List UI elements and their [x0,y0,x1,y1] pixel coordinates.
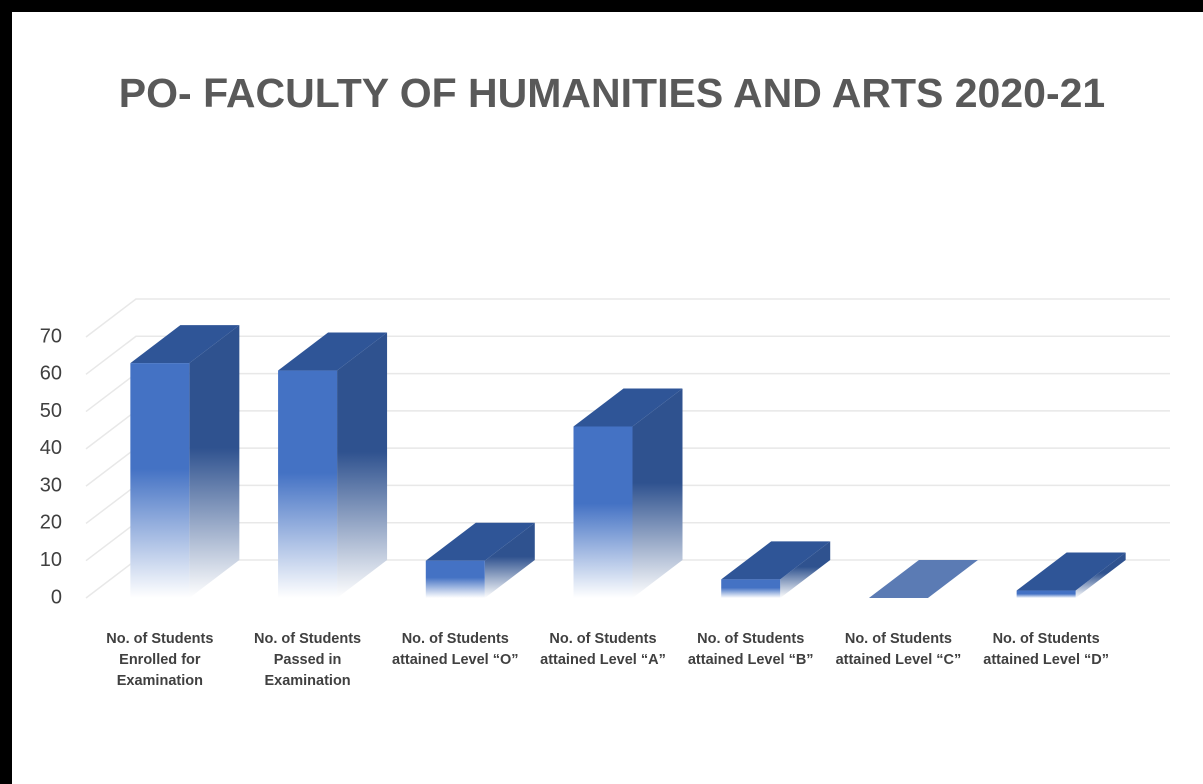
grid-line [85,298,1170,338]
bar-top [721,541,831,580]
y-tick-label: 50 [40,400,62,422]
x-tick-label: No. of Students Passed in Examination [253,631,362,689]
bar-top [573,388,683,427]
x-tick-label: No. of Students Enrolled for Examination [106,631,214,689]
x-tick-label: No. of Students attained Level “O” [392,631,519,668]
x-tick-label: No. of Students attained Level “A” [540,631,666,668]
plot: 0 10 20 30 40 50 60 70 [40,298,1170,608]
bar-top [868,560,978,598]
chart-title: PO- FACULTY OF HUMANITIES AND ARTS 2020-… [118,70,1106,116]
y-tick-label: 60 [40,363,62,385]
bar-side [189,325,240,598]
y-tick-label: 30 [40,474,62,496]
y-tick-label: 40 [40,437,62,459]
bar [278,370,338,598]
grid-line [85,335,1170,375]
bar-side [780,541,831,598]
bar [721,579,781,598]
x-tick-label: No. of Students attained Level “B” [687,631,814,668]
y-tick-label: 70 [40,325,62,347]
bar [1016,590,1076,598]
y-tick-label: 10 [40,549,62,571]
bar [130,363,190,598]
bar-side [484,522,535,598]
bar-top [425,522,535,561]
bar-top [130,325,240,364]
bar-side [1075,552,1126,598]
bar [573,426,633,598]
bar-side [632,388,683,598]
y-tick-label: 20 [40,512,62,534]
x-tick-label: No. of Students attained Level “C” [835,631,962,668]
bar-side [337,332,388,598]
y-tick-label: 0 [51,586,62,608]
bar-top [278,332,388,371]
bar-top [1016,552,1126,591]
bar [425,560,485,598]
x-tick-label: No. of Students attained Level “D” [983,631,1109,668]
